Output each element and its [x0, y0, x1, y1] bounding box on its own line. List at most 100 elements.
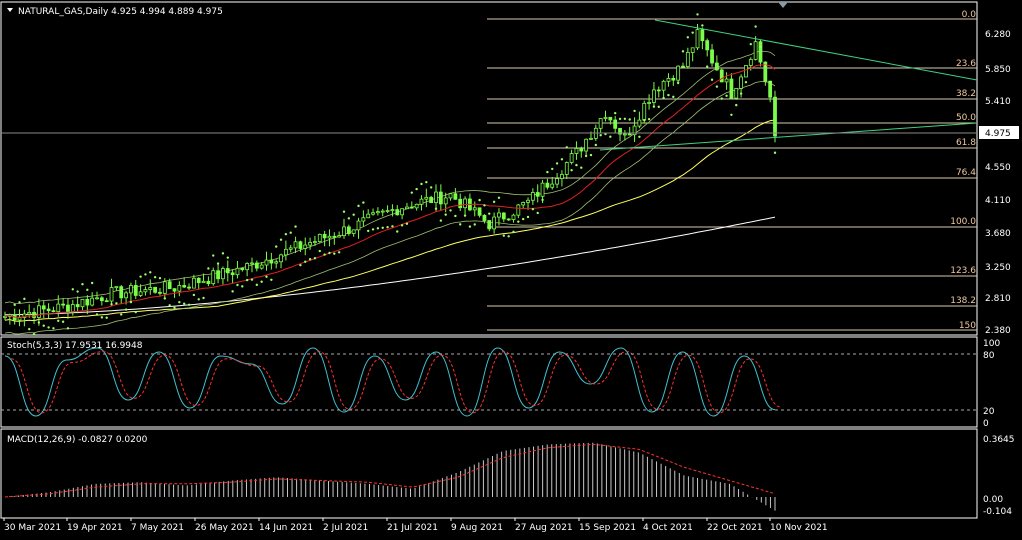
- psar-dot: [337, 251, 341, 254]
- candle-body: [27, 312, 32, 315]
- psar-dot: [696, 13, 699, 16]
- candle-body: [138, 291, 143, 296]
- candle-body: [763, 61, 768, 82]
- fib-label: 100.0: [950, 217, 976, 227]
- price-tick: 2.380: [985, 326, 1011, 336]
- band-lower: [4, 81, 776, 335]
- fib-label: 50.0: [956, 113, 976, 123]
- psar-dot: [434, 207, 438, 210]
- psar-dot: [400, 224, 404, 227]
- candle-body: [608, 116, 613, 121]
- price-tag-box: [979, 126, 1019, 139]
- psar-dot: [735, 103, 738, 107]
- psar-dot: [347, 217, 351, 220]
- psar-dot: [454, 214, 457, 218]
- macd-panel[interactable]: [0, 428, 978, 519]
- psar-dot: [754, 25, 757, 28]
- date-label: 9 Aug 2021: [451, 523, 503, 533]
- candle-body: [41, 305, 46, 310]
- psar-dot: [449, 209, 452, 212]
- psar-dot: [759, 45, 762, 49]
- psar-dot: [701, 24, 704, 27]
- psar-dot: [129, 300, 133, 304]
- psar-dot: [216, 262, 220, 265]
- psar-dot: [260, 280, 263, 283]
- psar-dot: [187, 303, 191, 306]
- psar-dot: [488, 212, 491, 215]
- candle-body: [637, 119, 642, 127]
- candle-body: [719, 69, 724, 83]
- candle-body: [671, 77, 676, 81]
- candle-body: [482, 214, 487, 221]
- psar-dot: [444, 213, 447, 216]
- stochastic-lines: [4, 347, 782, 417]
- stoch-tick: 80: [983, 351, 995, 361]
- fib-label: 0.0: [962, 10, 977, 20]
- macd-tick: 0.00: [983, 495, 1003, 505]
- candle-body: [710, 49, 714, 64]
- psar-dot: [730, 113, 733, 117]
- psar-dot: [47, 326, 50, 329]
- psar-dot: [396, 230, 399, 233]
- fib-label: 23.6: [956, 59, 976, 69]
- psar-dot: [120, 313, 123, 316]
- candle-body: [201, 280, 206, 284]
- psar-dot: [565, 146, 568, 149]
- candle-body: [530, 192, 535, 201]
- candle-body: [463, 198, 467, 209]
- main-panel[interactable]: [0, 1, 978, 336]
- psar-dot: [710, 78, 714, 81]
- psar-dot: [144, 273, 147, 276]
- psar-dot: [163, 297, 167, 300]
- chart-shift-marker[interactable]: [778, 2, 788, 8]
- psar-dot: [265, 275, 268, 278]
- psar-dot: [37, 321, 41, 324]
- candle-body: [690, 47, 695, 53]
- fibonacci-levels: [487, 18, 977, 331]
- psar-dot: [241, 285, 244, 288]
- candle-body: [332, 235, 337, 238]
- candle-body: [642, 102, 647, 121]
- band-upper: [4, 50, 776, 304]
- candle-body: [438, 191, 443, 205]
- candle-body: [714, 62, 719, 71]
- psar-dot: [517, 220, 520, 223]
- candle-body: [95, 297, 99, 300]
- fib-labels: 0.0 23.6 38.2 50.0 61.8 76.4 100.0 123.6…: [950, 10, 976, 331]
- candle-body: [288, 247, 293, 250]
- psar-dot: [221, 252, 225, 255]
- candle-body: [414, 203, 419, 209]
- psar-dot: [657, 105, 660, 109]
- date-label: 14 Jun 2021: [259, 523, 313, 533]
- candle-body: [584, 138, 589, 152]
- psar-dot: [236, 283, 239, 287]
- psar-dot: [134, 310, 137, 314]
- psar-dot: [158, 276, 162, 280]
- trendline-lower: [599, 122, 978, 151]
- candle-body: [744, 65, 748, 78]
- candle-body: [99, 297, 104, 302]
- candle-body: [250, 262, 254, 265]
- candle-body: [773, 96, 777, 137]
- candle-body: [748, 58, 753, 66]
- candle-body: [80, 298, 85, 308]
- candle-body: [545, 182, 550, 188]
- menu-triangle-icon[interactable]: [7, 8, 13, 12]
- candle-body: [434, 191, 438, 204]
- date-label: 22 Oct 2021: [707, 523, 763, 533]
- candle-body: [569, 153, 574, 163]
- psar-dot: [415, 187, 418, 191]
- psar-dot: [623, 117, 627, 120]
- stoch-panel[interactable]: [0, 336, 978, 428]
- stoch-tick: 0: [983, 419, 989, 429]
- candle-body: [308, 242, 312, 246]
- candle-body: [143, 289, 148, 293]
- psar-dot: [647, 117, 651, 121]
- candle-body: [380, 210, 385, 213]
- candle-body: [75, 304, 80, 308]
- candle-body: [230, 272, 235, 276]
- price-tick: 3.250: [985, 263, 1011, 273]
- psar-dot: [497, 196, 501, 200]
- fib-label: 123.6: [950, 266, 976, 276]
